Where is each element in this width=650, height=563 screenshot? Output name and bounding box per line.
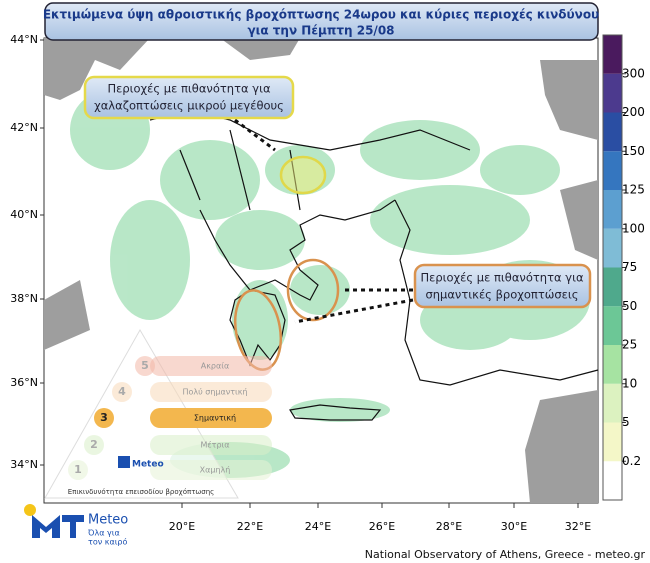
lon-label: 22°E — [237, 520, 263, 533]
colorbar-segment — [603, 461, 622, 500]
risk-badge — [135, 356, 155, 376]
lat-label: 40°N — [10, 208, 38, 221]
risk-pill — [150, 356, 272, 376]
colorbar-segment — [603, 35, 622, 74]
no-data — [44, 38, 598, 503]
risk-number: 1 — [74, 463, 82, 476]
colorbar-segment — [603, 306, 622, 345]
colorbar-label: 75 — [622, 260, 637, 274]
colorbar-segment — [603, 190, 622, 229]
colorbar-label: 25 — [622, 338, 637, 352]
risk-number: 3 — [100, 411, 108, 424]
risk-label: Πολύ σημαντική — [182, 387, 247, 397]
risk-number: 5 — [141, 359, 149, 372]
colorbar-label: 200 — [622, 105, 645, 119]
risk-badge — [112, 382, 132, 402]
small-logo-mark — [118, 456, 130, 468]
risk-areas — [233, 155, 340, 371]
annotation: χαλαζοπτώσεις μικρού μεγέθους — [94, 99, 284, 113]
annotation: σημαντικές βροχοπτώσεις — [425, 288, 578, 302]
colorbar-label: 0.2 — [622, 454, 641, 468]
title: Εκτιμώμενα ύψη αθροιστικής βροχόπτωσης 2… — [43, 8, 599, 22]
risk-badge — [84, 435, 104, 455]
arrows — [234, 118, 414, 324]
lon-label: 28°E — [436, 520, 462, 533]
lon-label: 26°E — [369, 520, 395, 533]
lon-label: 30°E — [501, 520, 527, 533]
colorbar-segment — [603, 112, 622, 152]
logo-sun — [24, 504, 36, 516]
risk-pill — [150, 382, 272, 402]
colorbar-segment — [603, 228, 622, 268]
logo-mark — [32, 515, 84, 538]
lat-label: 38°N — [10, 292, 38, 305]
colorbar-label: 5 — [622, 415, 630, 429]
footer: National Observatory of Athens, Greece -… — [365, 548, 646, 561]
logo-tagline: Όλα για — [87, 528, 120, 538]
title-box — [44, 2, 599, 41]
colorbar-segment — [603, 345, 622, 384]
lon-label: 20°E — [169, 520, 195, 533]
risk-badge — [68, 460, 88, 480]
risk-pill — [150, 408, 272, 428]
lat-label: 34°N — [10, 458, 38, 471]
risk-caption: Επικινδυνότητα επεισοδίου βροχόπτωσης — [68, 488, 215, 496]
colorbar-segment — [603, 383, 622, 423]
risk-badge — [94, 408, 114, 428]
annotation: Περιοχές με πιθανότητα για — [420, 271, 584, 285]
lon-label: 32°E — [565, 520, 591, 533]
colorbar-label: 150 — [622, 144, 645, 158]
small-logo: Meteo — [132, 460, 164, 470]
annotation-box — [83, 75, 295, 120]
risk-label: Μέτρια — [200, 440, 229, 450]
logo-tagline: τον καιρό — [88, 537, 127, 547]
colorbar-segment — [603, 73, 622, 113]
colorbar-label: 100 — [622, 221, 645, 235]
lat-label: 42°N — [10, 121, 38, 134]
risk-pill — [150, 460, 272, 480]
risk-label: Χαμηλή — [200, 466, 231, 475]
risk-number: 4 — [118, 385, 126, 398]
colorbar-segment — [603, 267, 622, 307]
lat-label: 36°N — [10, 376, 38, 389]
colorbar-label: 50 — [622, 299, 637, 313]
title: για την Πέμπτη 25/08 — [247, 24, 394, 38]
logo-name: Meteo — [88, 513, 128, 528]
risk-pill — [150, 435, 272, 455]
colorbar-label: 125 — [622, 183, 645, 197]
risk-label: Ακραία — [201, 362, 230, 371]
colorbar-label: 300 — [622, 66, 645, 80]
colorbar-segment — [603, 422, 622, 462]
lon-label: 24°E — [305, 520, 331, 533]
annotation-box — [413, 263, 592, 309]
colorbar-label: 10 — [622, 376, 637, 390]
risk-number: 2 — [90, 438, 98, 451]
risk-label: Σημαντική — [194, 414, 236, 423]
annotation: Περιοχές με πιθανότητα για — [107, 82, 271, 96]
lat-label: 44°N — [10, 33, 38, 46]
colorbar-segment — [603, 151, 622, 190]
